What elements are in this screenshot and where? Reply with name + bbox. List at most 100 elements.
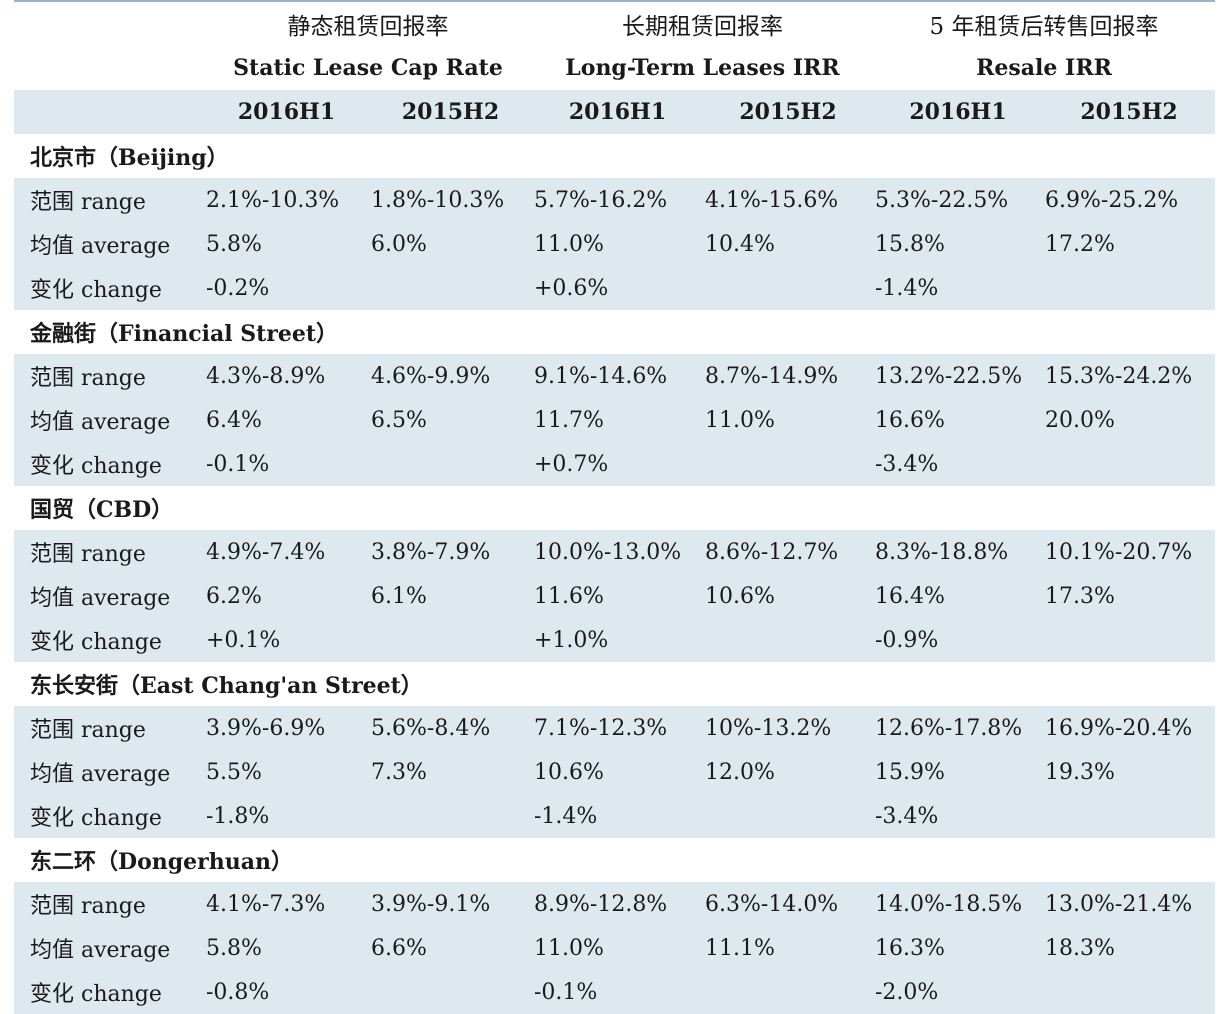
table-row: 变化 change -0.2% +0.6% -1.4% <box>14 266 1216 310</box>
value-cell: 12.0% <box>703 750 873 794</box>
value-cell: 15.9% <box>873 750 1043 794</box>
period-header: 2016H1 <box>873 90 1043 134</box>
lease-returns-table: 静态租赁回报率 长期租赁回报率 5 年租赁后转售回报率 Static Lease… <box>14 2 1216 1014</box>
value-cell: 7.3% <box>369 750 532 794</box>
value-cell: 14.0%-18.5% <box>873 882 1043 926</box>
value-cell: 8.6%-12.7% <box>703 530 873 574</box>
section-title: 金融街（Financial Street） <box>14 310 1216 354</box>
group-header-cn-resale: 5 年租赁后转售回报率 <box>929 14 1159 40</box>
value-cell <box>369 266 532 310</box>
value-cell <box>703 970 873 1014</box>
row-label: 变化 change <box>14 442 204 486</box>
value-cell: 15.3%-24.2% <box>1043 354 1216 398</box>
value-cell: 11.0% <box>703 398 873 442</box>
section-header-row: 国贸（CBD） <box>14 486 1216 530</box>
value-cell: 13.2%-22.5% <box>873 354 1043 398</box>
value-cell <box>1043 970 1216 1014</box>
group-header-en-longterm: Long-Term Leases IRR <box>565 55 840 81</box>
value-cell: 6.4% <box>204 398 369 442</box>
table-row: 均值 average 5.8% 6.0% 11.0% 10.4% 15.8% 17.2% <box>14 222 1216 266</box>
value-cell: +0.7% <box>532 442 703 486</box>
table-row: 变化 change -1.8% -1.4% -3.4% <box>14 794 1216 838</box>
section-header-row: 金融街（Financial Street） <box>14 310 1216 354</box>
value-cell: 11.1% <box>703 926 873 970</box>
value-cell: -0.8% <box>204 970 369 1014</box>
table-row: 范围 range 4.3%-8.9% 4.6%-9.9% 9.1%-14.6% 8.7%… <box>14 354 1216 398</box>
value-cell <box>703 442 873 486</box>
section-title: 国贸（CBD） <box>14 486 1216 530</box>
row-label: 变化 change <box>14 618 204 662</box>
table-row: 变化 change +0.1% +1.0% -0.9% <box>14 618 1216 662</box>
value-cell: 5.8% <box>204 222 369 266</box>
value-cell: +0.1% <box>204 618 369 662</box>
table-row: 范围 range 4.1%-7.3% 3.9%-9.1% 8.9%-12.8% 6.3%… <box>14 882 1216 926</box>
value-cell: 13.0%-21.4% <box>1043 882 1216 926</box>
table-row: 变化 change -0.8% -0.1% -2.0% <box>14 970 1216 1014</box>
value-cell: 10.6% <box>703 574 873 618</box>
value-cell: 4.6%-9.9% <box>369 354 532 398</box>
header-row-chinese: 静态租赁回报率 长期租赁回报率 5 年租赁后转售回报率 <box>14 2 1215 46</box>
value-cell <box>369 442 532 486</box>
value-cell: 4.1%-7.3% <box>204 882 369 926</box>
value-cell: 6.3%-14.0% <box>703 882 873 926</box>
group-header-cn-longterm: 长期租赁回报率 <box>622 14 783 40</box>
section-header-row: 东二环（Dongerhuan） <box>14 838 1216 882</box>
header-corner <box>14 2 204 46</box>
value-cell: 8.9%-12.8% <box>532 882 703 926</box>
value-cell: 17.2% <box>1043 222 1216 266</box>
value-cell <box>369 794 532 838</box>
table-row: 均值 average 5.5% 7.3% 10.6% 12.0% 15.9% 19.3% <box>14 750 1216 794</box>
value-cell <box>369 618 532 662</box>
value-cell <box>1043 266 1216 310</box>
row-label: 范围 range <box>14 706 204 750</box>
value-cell: 15.8% <box>873 222 1043 266</box>
group-header-cn-static: 静态租赁回报率 <box>287 14 449 40</box>
section-header-row: 东长安街（East Chang'an Street） <box>14 662 1216 706</box>
value-cell <box>369 970 532 1014</box>
value-cell: 3.9%-9.1% <box>369 882 532 926</box>
value-cell: -1.4% <box>873 266 1043 310</box>
value-cell: 11.6% <box>532 574 703 618</box>
row-label: 均值 average <box>14 574 204 618</box>
value-cell: 10.1%-20.7% <box>1043 530 1216 574</box>
value-cell: -0.9% <box>873 618 1043 662</box>
value-cell: 2.1%-10.3% <box>204 178 369 222</box>
value-cell: -0.2% <box>204 266 369 310</box>
value-cell: 9.1%-14.6% <box>532 354 703 398</box>
value-cell <box>1043 618 1216 662</box>
value-cell: 11.0% <box>532 222 703 266</box>
row-label: 变化 change <box>14 794 204 838</box>
value-cell: 16.3% <box>873 926 1043 970</box>
value-cell: 20.0% <box>1043 398 1216 442</box>
period-header: 2015H2 <box>369 90 532 134</box>
group-header-en-static: Static Lease Cap Rate <box>233 55 503 81</box>
group-header-en-resale: Resale IRR <box>976 55 1112 81</box>
top-border <box>14 0 1215 2</box>
value-cell: -3.4% <box>873 442 1043 486</box>
value-cell: 5.3%-22.5% <box>873 178 1043 222</box>
row-label: 均值 average <box>14 750 204 794</box>
value-cell <box>703 794 873 838</box>
table-row: 变化 change -0.1% +0.7% -3.4% <box>14 442 1216 486</box>
value-cell: 11.0% <box>532 926 703 970</box>
value-cell: 5.7%-16.2% <box>532 178 703 222</box>
value-cell: 19.3% <box>1043 750 1216 794</box>
value-cell: 1.8%-10.3% <box>369 178 532 222</box>
value-cell: +1.0% <box>532 618 703 662</box>
value-cell: 10.6% <box>532 750 703 794</box>
value-cell: 8.7%-14.9% <box>703 354 873 398</box>
value-cell <box>1043 794 1216 838</box>
section-title: 东二环（Dongerhuan） <box>14 838 1216 882</box>
value-cell: 5.8% <box>204 926 369 970</box>
value-cell: -1.4% <box>532 794 703 838</box>
period-header: 2015H2 <box>703 90 873 134</box>
value-cell: 6.1% <box>369 574 532 618</box>
value-cell: -3.4% <box>873 794 1043 838</box>
section-title: 北京市（Beijing） <box>14 134 1216 178</box>
row-label: 变化 change <box>14 970 204 1014</box>
table-row: 均值 average 5.8% 6.6% 11.0% 11.1% 16.3% 18.3% <box>14 926 1216 970</box>
row-label: 均值 average <box>14 222 204 266</box>
value-cell: 11.7% <box>532 398 703 442</box>
header-corner <box>14 46 204 90</box>
table-row: 范围 range 3.9%-6.9% 5.6%-8.4% 7.1%-12.3% 10%-… <box>14 706 1216 750</box>
